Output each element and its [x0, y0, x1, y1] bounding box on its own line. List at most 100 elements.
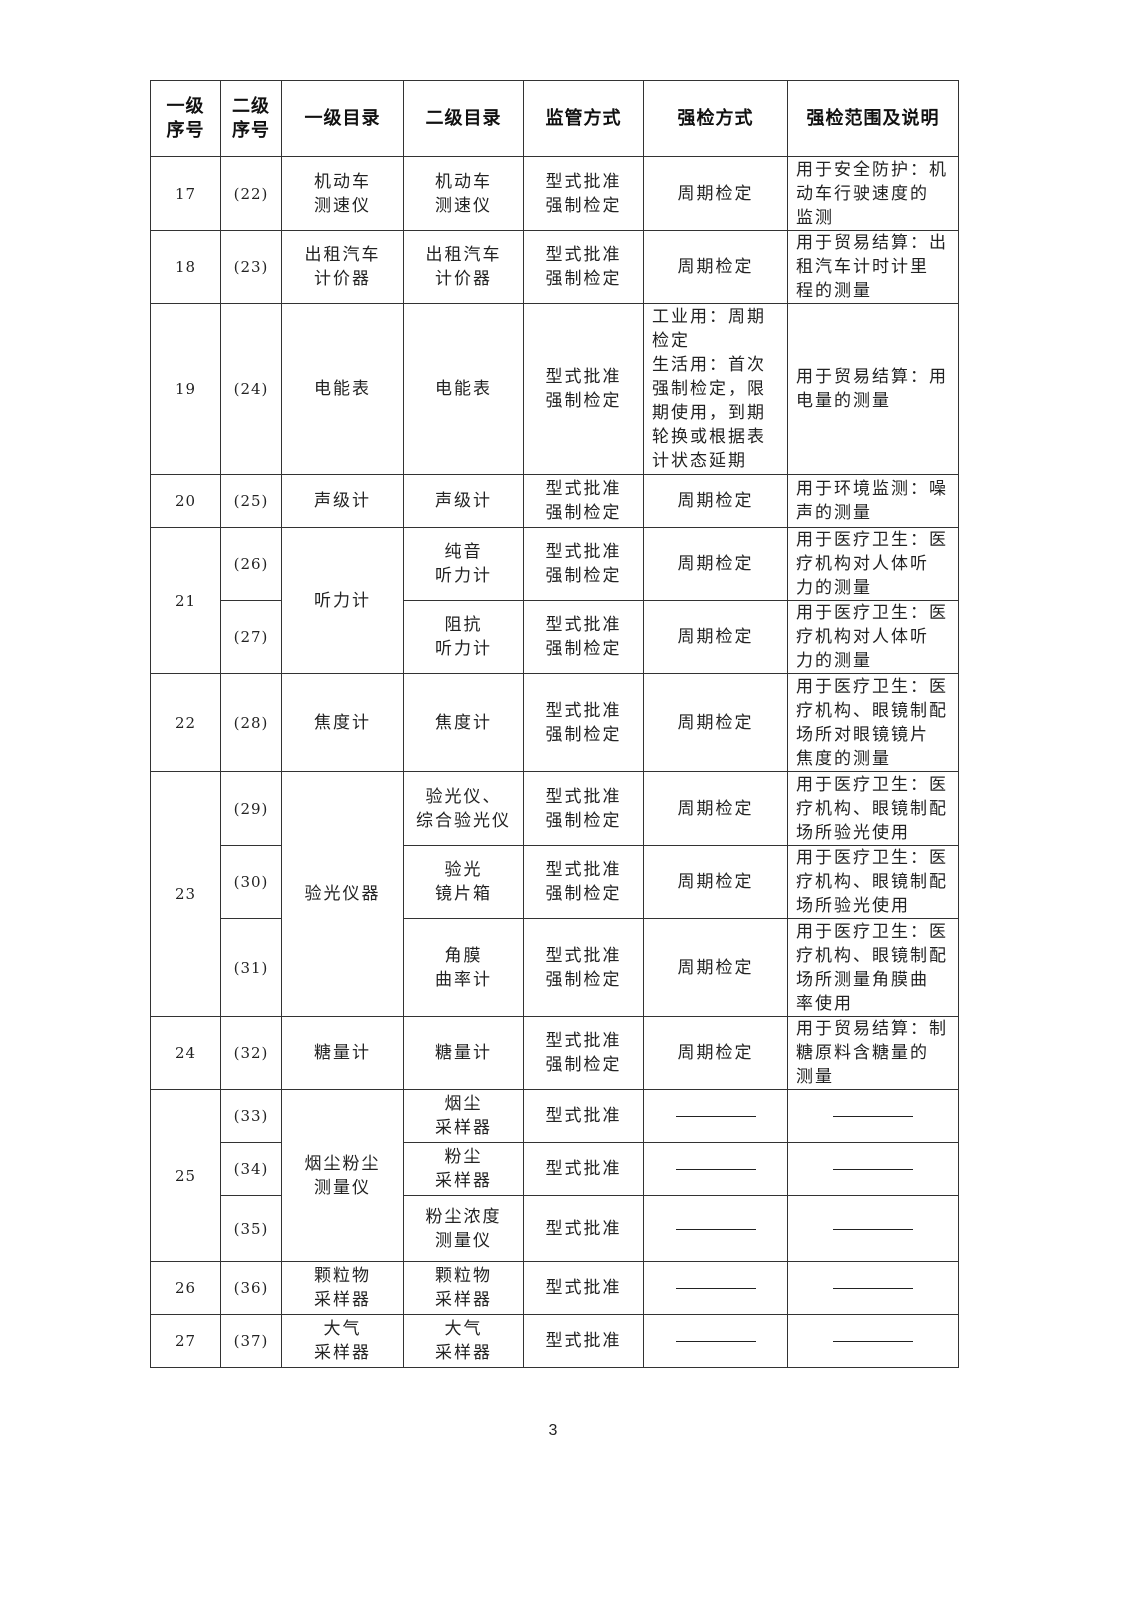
cell-secondary-category: 颗粒物 采样器 [403, 1261, 524, 1315]
table-row: (30) 验光 镜片箱 型式批准 强制检定 周期检定 用于医疗卫生：医 疗机构、眼镜制配… [151, 845, 959, 919]
cell-primary-index: 18 [150, 230, 221, 304]
cell-inspection-method: 周期检定 [643, 771, 788, 846]
cell-secondary-category: 机动车 测速仪 [403, 156, 524, 231]
cell-supervision-method: 型式批准 强制检定 [523, 673, 644, 772]
cell-secondary-index: (24) [220, 303, 282, 475]
cell-primary-index: 23 [150, 771, 221, 1017]
dash-placeholder [833, 1228, 913, 1230]
cell-secondary-index: (30) [220, 845, 282, 919]
cell-secondary-category: 糖量计 [403, 1016, 524, 1090]
cell-secondary-index: (37) [220, 1314, 282, 1368]
cell-inspection-method: 周期检定 [643, 918, 788, 1017]
cell-secondary-index: (29) [220, 771, 282, 846]
cell-supervision-method: 型式批准 强制检定 [523, 303, 644, 475]
table-row: (35) 粉尘浓度 测量仪 型式批准 [151, 1195, 959, 1262]
cell-inspection-method [643, 1089, 788, 1143]
cell-secondary-index: (25) [220, 474, 282, 528]
cell-secondary-category: 出租汽车 计价器 [403, 230, 524, 304]
cell-secondary-category: 焦度计 [403, 673, 524, 772]
cell-primary-index: 19 [150, 303, 221, 475]
cell-primary-category: 焦度计 [281, 673, 404, 772]
cell-inspection-scope: 用于医疗卫生：医 疗机构对人体听 力的测量 [787, 527, 959, 601]
cell-secondary-category: 角膜 曲率计 [403, 918, 524, 1017]
header-supervision-method: 监管方式 [523, 80, 644, 157]
cell-supervision-method: 型式批准 [523, 1142, 644, 1196]
cell-supervision-method: 型式批准 强制检定 [523, 230, 644, 304]
cell-inspection-scope: 用于安全防护：机 动车行驶速度的 监测 [787, 156, 959, 231]
table-header-row: 一级 序号 二级 序号 一级目录 二级目录 监管方式 强检方式 强检范围及说明 [150, 80, 959, 157]
cell-primary-index: 24 [150, 1016, 221, 1090]
cell-secondary-index: (26) [220, 527, 282, 601]
cell-inspection-scope: 用于医疗卫生：医 疗机构、眼镜制配 场所对眼镜镜片 焦度的测量 [787, 673, 959, 772]
cell-primary-category: 烟尘粉尘 测量仪 [281, 1089, 404, 1262]
cell-secondary-index: (27) [220, 600, 282, 674]
cell-secondary-category: 验光仪、 综合验光仪 [403, 771, 524, 846]
dash-placeholder [675, 1288, 756, 1289]
cell-inspection-scope [787, 1195, 959, 1262]
cell-inspection-method: 周期检定 [643, 673, 788, 772]
cell-inspection-method: 周期检定 [643, 845, 788, 919]
regulation-table: 一级 序号 二级 序号 一级目录 二级目录 监管方式 强检方式 强检范围及说明 17 (22)… [150, 80, 959, 1368]
cell-supervision-method: 型式批准 强制检定 [523, 918, 644, 1017]
cell-inspection-method: 工业用：周期 检定 生活用：首次 强制检定，限 期使用，到期 轮换或根据表 计状… [643, 303, 788, 475]
cell-supervision-method: 型式批准 强制检定 [523, 600, 644, 674]
cell-primary-index: 17 [150, 156, 221, 231]
header-secondary-index: 二级 序号 [220, 80, 282, 157]
cell-inspection-scope [787, 1089, 959, 1143]
cell-inspection-scope: 用于医疗卫生：医 疗机构、眼镜制配 场所测量角膜曲 率使用 [787, 918, 959, 1017]
cell-secondary-category: 粉尘浓度 测量仪 [403, 1195, 524, 1262]
cell-inspection-scope: 用于医疗卫生：医 疗机构对人体听 力的测量 [787, 600, 959, 674]
cell-supervision-method: 型式批准 强制检定 [523, 845, 644, 919]
cell-secondary-category: 粉尘 采样器 [403, 1142, 524, 1196]
cell-primary-index: 25 [150, 1089, 221, 1262]
table-row: 19 (24) 电能表 电能表 型式批准 强制检定 工业用：周期 检定 生活用：首次 强制… [150, 303, 959, 475]
cell-inspection-scope [787, 1261, 959, 1315]
cell-inspection-method: 周期检定 [643, 1016, 788, 1090]
cell-secondary-index: (31) [220, 918, 282, 1017]
cell-inspection-method: 周期检定 [643, 230, 788, 304]
cell-secondary-index: (36) [220, 1261, 282, 1315]
cell-inspection-method: 周期检定 [643, 527, 788, 601]
cell-primary-category: 验光仪器 [281, 771, 404, 1017]
table-row: 20 (25) 声级计 声级计 型式批准 强制检定 周期检定 用于环境监测：噪 声的测量 [150, 474, 959, 528]
cell-secondary-category: 大气 采样器 [403, 1314, 524, 1368]
table-row: 24 (32) 糖量计 糖量计 型式批准 强制检定 周期检定 用于贸易结算：制 糖原料含糖量… [150, 1016, 959, 1090]
cell-secondary-index: (34) [220, 1142, 282, 1196]
cell-inspection-scope: 用于贸易结算：制 糖原料含糖量的 测量 [787, 1016, 959, 1090]
cell-primary-category: 听力计 [281, 527, 404, 674]
cell-secondary-category: 验光 镜片箱 [403, 845, 524, 919]
table-row: 25 (33) 烟尘粉尘 测量仪 烟尘 采样器 型式批准 [150, 1089, 959, 1262]
cell-inspection-method: 周期检定 [643, 156, 788, 231]
cell-inspection-method [643, 1195, 788, 1262]
cell-inspection-method [643, 1314, 788, 1368]
cell-secondary-index: (22) [220, 156, 282, 231]
cell-supervision-method: 型式批准 强制检定 [523, 1016, 644, 1090]
cell-inspection-scope [787, 1314, 959, 1368]
cell-primary-index: 20 [150, 474, 221, 528]
cell-secondary-index: (23) [220, 230, 282, 304]
cell-primary-category: 颗粒物 采样器 [281, 1261, 404, 1315]
cell-primary-index: 27 [150, 1314, 221, 1368]
cell-primary-index: 21 [150, 527, 221, 674]
dash-placeholder [833, 1116, 913, 1117]
cell-secondary-category: 纯音 听力计 [403, 527, 524, 601]
header-secondary-category: 二级目录 [403, 80, 524, 157]
cell-primary-category: 声级计 [281, 474, 404, 528]
dash-placeholder [675, 1228, 756, 1230]
dash-placeholder [675, 1169, 756, 1170]
header-inspection-scope: 强检范围及说明 [787, 80, 959, 157]
cell-inspection-scope: 用于医疗卫生：医 疗机构、眼镜制配 场所验光使用 [787, 771, 959, 846]
dash-placeholder [833, 1341, 913, 1342]
dash-placeholder [833, 1288, 913, 1289]
cell-inspection-method: 周期检定 [643, 600, 788, 674]
cell-primary-category: 大气 采样器 [281, 1314, 404, 1368]
cell-secondary-index: (28) [220, 673, 282, 772]
dash-placeholder [833, 1169, 913, 1170]
cell-supervision-method: 型式批准 强制检定 [523, 474, 644, 528]
cell-primary-index: 22 [150, 673, 221, 772]
cell-supervision-method: 型式批准 强制检定 [523, 771, 644, 846]
header-primary-index: 一级 序号 [150, 80, 221, 157]
cell-inspection-method [643, 1142, 788, 1196]
table-row: 27 (37) 大气 采样器 大气 采样器 型式批准 [150, 1314, 959, 1368]
cell-primary-index: 26 [150, 1261, 221, 1315]
